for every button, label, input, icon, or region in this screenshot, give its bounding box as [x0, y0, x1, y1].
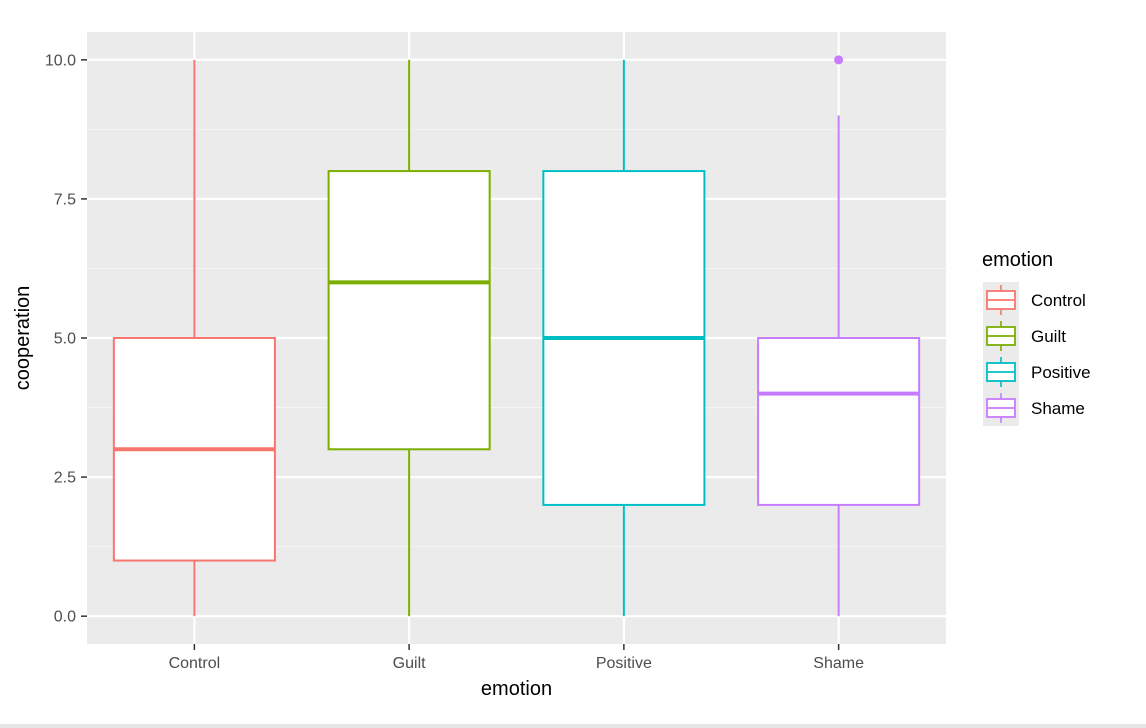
- box-shame: [757, 55, 921, 617]
- box-body: [327, 170, 491, 451]
- x-axis: Control Guilt Positive Shame: [169, 644, 864, 672]
- box-guilt: [327, 59, 491, 617]
- legend-label: Positive: [1031, 363, 1091, 382]
- box-control: [112, 59, 276, 617]
- x-tick-label: Control: [169, 655, 221, 672]
- legend: emotion Control Guilt Positive Shame: [982, 249, 1091, 426]
- legend-item-guilt: Guilt: [983, 318, 1066, 354]
- y-tick-label: 10.0: [45, 52, 76, 69]
- legend-item-positive: Positive: [983, 354, 1091, 390]
- y-tick-label: 0.0: [54, 609, 76, 626]
- x-tick-label: Shame: [813, 655, 864, 672]
- y-tick-label: 2.5: [54, 470, 76, 487]
- x-axis-title: emotion: [481, 678, 552, 700]
- legend-label: Shame: [1031, 399, 1085, 418]
- outlier-point: [834, 55, 844, 65]
- legend-item-shame: Shame: [983, 390, 1085, 426]
- legend-title: emotion: [982, 249, 1053, 271]
- legend-label: Control: [1031, 291, 1086, 310]
- box-body: [757, 337, 921, 506]
- legend-item-control: Control: [983, 282, 1086, 318]
- x-tick-label: Positive: [596, 655, 652, 672]
- y-axis: 0.0 2.5 5.0 7.5 10.0: [45, 52, 87, 626]
- y-axis-title: cooperation: [12, 286, 34, 391]
- box-positive: [542, 59, 706, 617]
- y-tick-label: 7.5: [54, 191, 76, 208]
- legend-label: Guilt: [1031, 327, 1066, 346]
- boxes-layer: [112, 55, 921, 617]
- bottom-edge: [0, 724, 1146, 728]
- y-tick-label: 5.0: [54, 331, 76, 348]
- x-tick-label: Guilt: [393, 655, 426, 672]
